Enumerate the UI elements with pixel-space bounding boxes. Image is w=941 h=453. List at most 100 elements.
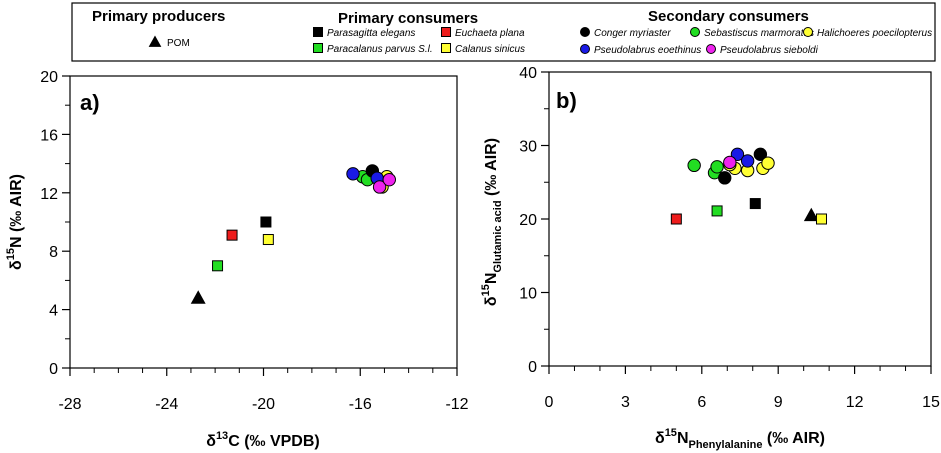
legend-frame <box>71 2 936 62</box>
panel-b-tick-labels: 0 3 6 9 12 15 0 10 20 30 40 <box>519 65 940 411</box>
panel-a-x-axis-title: δ13C (‰ VPDB) <box>206 430 320 450</box>
panel-b-point-pseudolabrus-eoethinus <box>740 154 755 168</box>
legend: Primary producers Primary consumers Seco… <box>71 2 936 62</box>
panel-b-y-tick-label: 20 <box>519 212 537 229</box>
panel-a-xlabel-post: C (‰ VPDB) <box>228 433 320 450</box>
panel-a-y-tick-label: 16 <box>40 127 58 144</box>
panel-a-y-tick-label: 20 <box>40 69 58 86</box>
legend-label-euchaeta-plana: Euchaeta plana <box>455 28 525 39</box>
panel-b-point-sebastiscus-marmoratus <box>710 160 724 174</box>
panel-a-point-pom <box>190 290 206 304</box>
legend-label-calanus-sinicus: Calanus sinicus <box>455 44 525 55</box>
panel-b-frame <box>548 71 932 367</box>
legend-marker-sebastiscus-marmoratus <box>690 27 700 37</box>
legend-label-pseudolabrus-sieboldi: Pseudolabrus sieboldi <box>720 45 819 56</box>
legend-label-conger-myriaster: Conger myriaster <box>594 28 671 39</box>
panel-a-x-tick-label: -28 <box>58 396 81 413</box>
panel-a-ylabel-post: N (‰ AIR) <box>8 174 25 248</box>
legend-group-primary-consumers: Primary consumers <box>338 10 478 27</box>
legend-marker-calanus-sinicus <box>441 43 451 53</box>
legend-items: POM Parasagitta elegans Euchaeta plana Para… <box>148 27 932 56</box>
legend-label-halichoeres-poecilopterus: Halichoeres poecilopterus <box>817 28 932 39</box>
legend-marker-parasagitta-elegans <box>313 27 323 37</box>
panel-b-point-paracalanus-parvus-s-l <box>711 205 723 217</box>
panel-b-xlabel-sub: Phenylalanine <box>689 439 763 451</box>
panel-a-x-tick-label: -20 <box>252 396 275 413</box>
panel-b-points <box>670 147 827 225</box>
panel-a-point-calanus-sinicus <box>262 234 274 246</box>
panel-b-x-tick-label: 15 <box>922 394 940 411</box>
panel-b-y-tick-label: 0 <box>528 359 537 376</box>
panel-a-y-tick-label: 12 <box>40 186 58 203</box>
panel-b-ylabel-pre: δ <box>483 296 500 306</box>
panel-b-y-axis-title: δ15NGlutamic acid (‰ AIR) <box>480 138 504 306</box>
panel-b-xlabel-sup: 15 <box>665 427 677 439</box>
panel-b-ylabel-sub: Glutamic acid <box>492 200 504 272</box>
panel-b-xlabel-pre: δ <box>655 430 665 447</box>
panel-b-y-tick-label: 40 <box>519 65 537 82</box>
legend-label-sebastiscus-marmoratus: Sebastiscus marmoratus <box>704 28 814 39</box>
panel-a-ticks <box>62 75 458 376</box>
panel-b-x-tick-label: 9 <box>774 394 783 411</box>
legend-label-paracalanus-parvus-s-l: Paracalanus parvus S.l. <box>327 44 433 55</box>
panel-b-ylabel-sup: 15 <box>480 284 492 296</box>
legend-marker-euchaeta-plana <box>441 27 451 37</box>
panel-b-point-sebastiscus-marmoratus <box>687 158 701 173</box>
panel-a-xlabel-sup: 13 <box>216 430 228 442</box>
panel-b-point-pom <box>803 207 819 222</box>
panel-b-point-parasagitta-elegans <box>749 198 761 210</box>
panel-a-y-axis-title: δ15N (‰ AIR) <box>5 174 25 270</box>
legend-marker-pseudolabrus-eoethinus <box>580 44 590 54</box>
panel-a-y-tick-label: 8 <box>49 244 58 261</box>
panel-a-point-euchaeta-plana <box>226 229 238 241</box>
panel-b-point-calanus-sinicus <box>815 213 827 225</box>
panel-a-ylabel-sup: 15 <box>5 248 17 260</box>
panel-a-xlabel-pre: δ <box>206 433 216 450</box>
panel-b-label: b) <box>556 88 577 113</box>
panel-b-point-conger-myriaster <box>718 171 732 185</box>
panel-a-tick-labels: -28 -24 -20 -16 -12 0 4 8 12 16 20 <box>40 69 468 413</box>
panel-a-point-parasagitta-elegans <box>260 216 272 228</box>
panel-a-point-pseudolabrus-sieboldi <box>382 172 396 187</box>
panel-b-ylabel-post: (‰ AIR) <box>483 138 500 201</box>
panel-b-x-tick-label: 3 <box>621 394 630 411</box>
panel-b-point-pseudolabrus-sieboldi <box>723 155 737 170</box>
panel-a-ylabel-pre: δ <box>8 260 25 270</box>
legend-marker-pom <box>148 35 162 47</box>
legend-label-pom: POM <box>167 38 190 49</box>
panel-b-x-tick-label: 0 <box>545 394 554 411</box>
panel-a-points <box>190 164 396 304</box>
legend-group-secondary-consumers: Secondary consumers <box>648 8 809 25</box>
panel-a-label: a) <box>80 90 100 115</box>
panel-a-x-tick-label: -16 <box>349 396 372 413</box>
panel-b-point-pseudolabrus-eoethinus <box>730 147 745 162</box>
panel-a-point-pseudolabrus-sieboldi <box>372 180 387 194</box>
legend-label-pseudolabrus-eoethinus: Pseudolabrus eoethinus <box>594 45 701 56</box>
legend-marker-pseudolabrus-sieboldi <box>706 44 716 54</box>
panel-a-y-tick-label: 0 <box>49 361 58 378</box>
panel-b-xlabel-post: (‰ AIR) <box>762 430 825 447</box>
legend-marker-paracalanus-parvus-s-l <box>313 43 323 53</box>
panel-b-point-conger-myriaster <box>753 147 768 162</box>
panel-a-x-tick-label: -12 <box>445 396 468 413</box>
legend-label-parasagitta-elegans: Parasagitta elegans <box>327 28 415 39</box>
panel-b-point-euchaeta-plana <box>670 213 682 225</box>
panel-b-x-tick-label: 12 <box>846 394 864 411</box>
panel-b-y-tick-label: 10 <box>519 286 537 303</box>
panel-b-ylabel-mid: N <box>483 273 500 285</box>
panel-b-ticks <box>541 71 932 374</box>
panel-a-y-tick-label: 4 <box>49 303 58 320</box>
panel-a-point-paracalanus-parvus-s-l <box>212 260 224 272</box>
panel-b-point-halichoeres-poecilopterus <box>761 156 775 170</box>
panel-b-x-tick-label: 6 <box>697 394 706 411</box>
panel-b-y-tick-label: 30 <box>519 139 537 156</box>
panel-a-x-tick-label: -24 <box>155 396 178 413</box>
panel-a-point-pseudolabrus-eoethinus <box>346 167 360 181</box>
legend-marker-halichoeres-poecilopterus <box>803 27 813 37</box>
panel-b-x-axis-title: δ15NPhenylalanine (‰ AIR) <box>655 427 825 451</box>
panel-b-xlabel-mid: N <box>677 430 689 447</box>
legend-marker-conger-myriaster <box>580 27 590 37</box>
